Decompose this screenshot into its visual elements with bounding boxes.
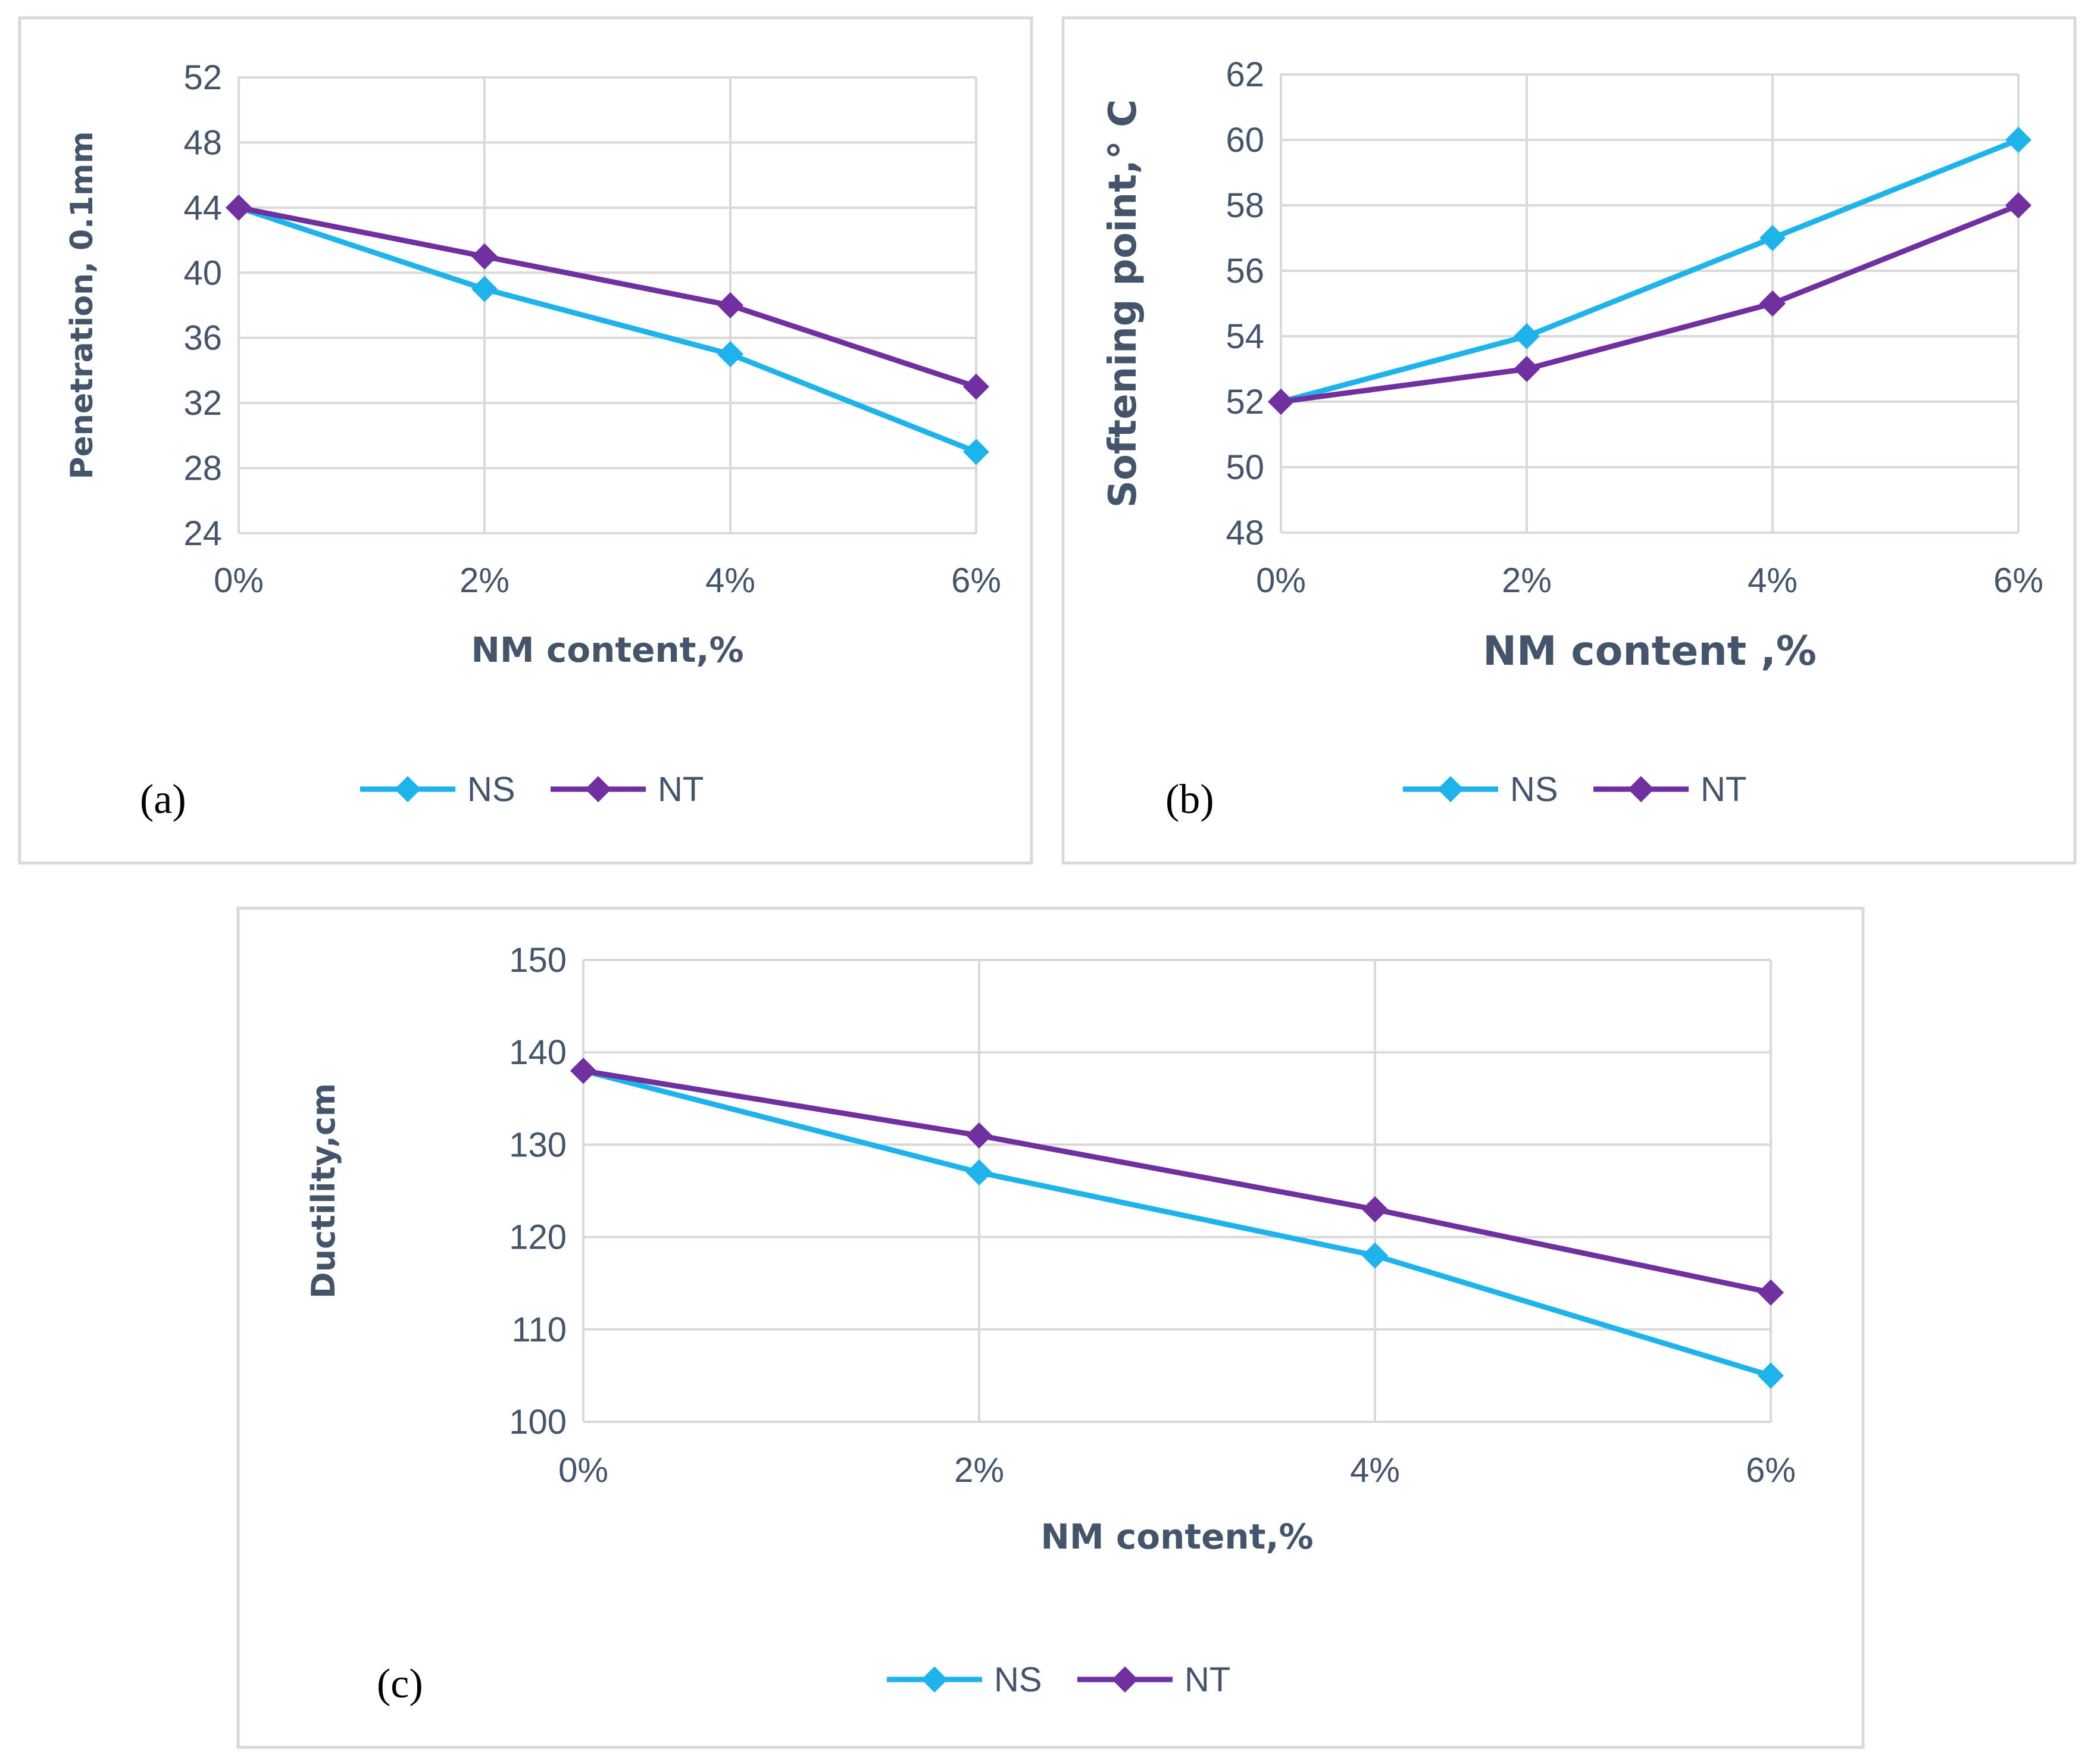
data-point-ns xyxy=(1514,323,1540,349)
y-tick-label: 32 xyxy=(183,384,222,423)
y-tick-label: 48 xyxy=(1226,514,1264,552)
x-tick-label: 4% xyxy=(1350,1451,1400,1490)
legend-label: NT xyxy=(1701,770,1746,809)
legend-marker xyxy=(921,1666,948,1693)
data-point-nt xyxy=(1759,290,1786,317)
y-tick-label: 56 xyxy=(1226,252,1264,290)
legend-marker xyxy=(1112,1666,1138,1693)
data-point-nt xyxy=(717,292,743,318)
data-point-nt xyxy=(1514,356,1540,382)
chart-frame xyxy=(236,906,1865,1749)
y-tick-label: 120 xyxy=(509,1218,567,1257)
legend-marker xyxy=(1437,776,1464,802)
y-tick-label: 36 xyxy=(183,319,222,358)
x-tick-label: 2% xyxy=(954,1451,1004,1490)
chart-panel-b: 48 50 52 54 56 58 60 62 0% 2% 4% 6% NM content ,% Sof… xyxy=(1061,16,2077,865)
chart-panel-c: 100 110 120 130 140 150 0% 2% 4% 6% NM content,% Du… xyxy=(236,906,1865,1749)
x-tick-label: 6% xyxy=(1746,1451,1796,1490)
chart-frame xyxy=(1061,16,2077,865)
y-axis-title: Softening point,° C xyxy=(1101,99,1145,508)
data-point-ns xyxy=(1758,1362,1784,1389)
data-point-ns xyxy=(963,439,989,465)
y-tick-label: 140 xyxy=(509,1033,567,1072)
x-tick-label: 0% xyxy=(558,1451,608,1490)
x-tick-label: 6% xyxy=(1993,561,2043,600)
chart-panel-a: 24 28 32 36 40 44 48 52 0% 2% 4% 6% NM content,% Pene… xyxy=(18,16,1033,865)
data-point-nt xyxy=(1758,1279,1784,1306)
data-point-ns xyxy=(966,1159,992,1186)
data-point-nt xyxy=(963,373,989,400)
legend-label: NS xyxy=(467,770,515,809)
y-tick-label: 60 xyxy=(1226,121,1264,159)
data-point-nt xyxy=(226,194,252,221)
y-axis-title: Ductility,cm xyxy=(305,1083,342,1299)
legend-marker xyxy=(585,776,611,802)
y-tick-label: 110 xyxy=(512,1311,567,1349)
y-tick-label: 48 xyxy=(183,123,222,162)
panel-label: (c) xyxy=(377,1661,423,1707)
y-tick-label: 44 xyxy=(183,189,222,227)
legend-marker xyxy=(395,776,421,802)
y-tick-label: 150 xyxy=(509,941,567,980)
x-axis-title: NM content ,% xyxy=(1483,628,1817,675)
y-tick-label: 52 xyxy=(183,58,222,97)
legend-marker xyxy=(1628,776,1654,802)
data-point-ns xyxy=(471,276,498,302)
y-tick-label: 40 xyxy=(183,254,222,292)
x-tick-label: 2% xyxy=(1502,561,1552,600)
x-axis-title: NM content,% xyxy=(1040,1516,1313,1557)
chart-frame xyxy=(18,16,1033,865)
y-tick-label: 54 xyxy=(1226,317,1264,356)
data-point-nt xyxy=(471,243,498,270)
y-tick-label: 24 xyxy=(183,514,222,553)
series-line-nt xyxy=(1280,202,2020,405)
y-axis-title: Penetration, 0.1mm xyxy=(64,131,100,479)
x-tick-label: 6% xyxy=(951,561,1001,600)
y-tick-label: 52 xyxy=(1226,383,1264,421)
series-line-ns xyxy=(582,1068,1772,1378)
data-point-nt xyxy=(1362,1196,1388,1223)
y-tick-label: 28 xyxy=(183,449,222,488)
series-line-nt xyxy=(583,1068,1771,1296)
y-tick-label: 50 xyxy=(1226,448,1264,487)
y-tick-label: 100 xyxy=(509,1403,567,1441)
y-tick-label: 62 xyxy=(1226,55,1264,94)
legend-label: NT xyxy=(658,770,704,809)
legend-label: NT xyxy=(1184,1660,1230,1699)
data-point-ns xyxy=(2005,127,2031,153)
data-point-ns xyxy=(1759,225,1786,251)
legend-label: NS xyxy=(1510,770,1558,809)
x-tick-label: 4% xyxy=(705,561,755,600)
y-tick-label: 58 xyxy=(1226,186,1264,225)
x-tick-label: 2% xyxy=(460,561,510,600)
x-tick-label: 0% xyxy=(1256,561,1306,600)
data-point-nt xyxy=(966,1122,992,1149)
x-tick-label: 4% xyxy=(1748,561,1798,600)
x-axis-title: NM content,% xyxy=(471,630,743,670)
x-tick-label: 0% xyxy=(214,561,264,600)
legend-label: NS xyxy=(994,1660,1042,1699)
y-tick-label: 130 xyxy=(509,1125,567,1164)
series-line-ns xyxy=(1280,137,2020,405)
data-point-ns xyxy=(1362,1242,1388,1269)
panel-label: (a) xyxy=(140,777,186,822)
data-point-nt xyxy=(1268,389,1294,415)
data-point-ns xyxy=(717,341,743,368)
series-line-nt xyxy=(238,205,977,390)
data-point-nt xyxy=(2005,192,2031,218)
data-point-nt xyxy=(570,1058,596,1084)
panel-label: (b) xyxy=(1165,777,1214,822)
series-line-ns xyxy=(237,205,977,455)
